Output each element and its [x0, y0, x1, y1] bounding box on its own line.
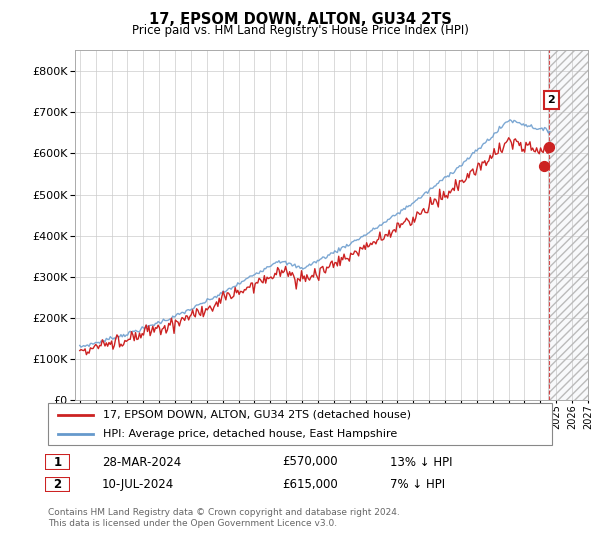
- FancyBboxPatch shape: [45, 477, 70, 492]
- Text: 17, EPSOM DOWN, ALTON, GU34 2TS (detached house): 17, EPSOM DOWN, ALTON, GU34 2TS (detache…: [103, 409, 412, 419]
- FancyBboxPatch shape: [48, 403, 552, 445]
- Text: 28-MAR-2024: 28-MAR-2024: [102, 455, 181, 469]
- Text: 10-JUL-2024: 10-JUL-2024: [102, 478, 174, 491]
- Text: £615,000: £615,000: [282, 478, 338, 491]
- Text: HPI: Average price, detached house, East Hampshire: HPI: Average price, detached house, East…: [103, 429, 398, 439]
- Text: 1: 1: [53, 455, 62, 469]
- Text: 2: 2: [53, 478, 62, 491]
- Point: [539, 161, 548, 170]
- Text: £570,000: £570,000: [282, 455, 338, 469]
- Text: 13% ↓ HPI: 13% ↓ HPI: [390, 455, 452, 469]
- Point: [544, 143, 554, 152]
- Text: Contains HM Land Registry data © Crown copyright and database right 2024.
This d: Contains HM Land Registry data © Crown c…: [48, 508, 400, 528]
- Text: 17, EPSOM DOWN, ALTON, GU34 2TS: 17, EPSOM DOWN, ALTON, GU34 2TS: [149, 12, 451, 27]
- Text: 2: 2: [548, 95, 556, 105]
- Text: 7% ↓ HPI: 7% ↓ HPI: [390, 478, 445, 491]
- Text: Price paid vs. HM Land Registry's House Price Index (HPI): Price paid vs. HM Land Registry's House …: [131, 24, 469, 36]
- FancyBboxPatch shape: [45, 454, 70, 470]
